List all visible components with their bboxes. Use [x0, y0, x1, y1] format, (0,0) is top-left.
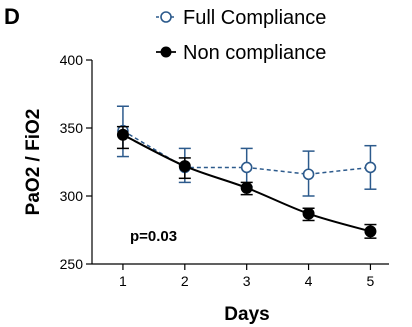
legend-item-full-compliance: Full Compliance — [156, 7, 326, 29]
axes — [91, 60, 389, 265]
x-axis-title: Days — [224, 304, 269, 325]
legend-item-non-compliance: Non compliance — [156, 42, 326, 64]
y-tick-label: 300 — [60, 188, 84, 204]
y-tick-label: 250 — [60, 256, 84, 272]
x-ticks: 1 2 3 4 5 — [119, 264, 375, 289]
legend-label-full-compliance: Full Compliance — [183, 7, 326, 29]
data-point-full-compliance — [240, 161, 253, 174]
y-tick-label: 350 — [60, 120, 84, 136]
legend: Full Compliance Non compliance — [156, 7, 326, 64]
x-tick-label: 1 — [119, 273, 127, 289]
y-axis-title: PaO2 / FiO2 — [23, 109, 44, 216]
data-point-non-compliance — [178, 160, 191, 173]
p-value-annotation: p=0.03 — [130, 228, 177, 245]
data-point-non-compliance — [240, 181, 253, 194]
legend-marker-full-compliance — [160, 11, 172, 23]
legend-label-non-compliance: Non compliance — [183, 42, 326, 64]
series-non-compliance — [116, 125, 377, 239]
x-tick-label: 2 — [181, 273, 189, 289]
x-tick-label: 3 — [243, 273, 251, 289]
x-tick-label: 5 — [367, 273, 375, 289]
panel-label: D — [4, 4, 20, 29]
legend-marker-non-compliance — [160, 46, 172, 58]
x-tick-label: 4 — [305, 273, 313, 289]
y-ticks: 250 300 350 400 — [60, 52, 92, 272]
data-point-non-compliance — [364, 225, 377, 238]
data-point-full-compliance — [302, 168, 315, 181]
data-point-full-compliance — [364, 161, 377, 174]
data-point-non-compliance — [302, 207, 315, 220]
data-point-non-compliance — [116, 128, 129, 141]
series-layer — [116, 105, 377, 239]
y-tick-label: 400 — [60, 52, 84, 68]
